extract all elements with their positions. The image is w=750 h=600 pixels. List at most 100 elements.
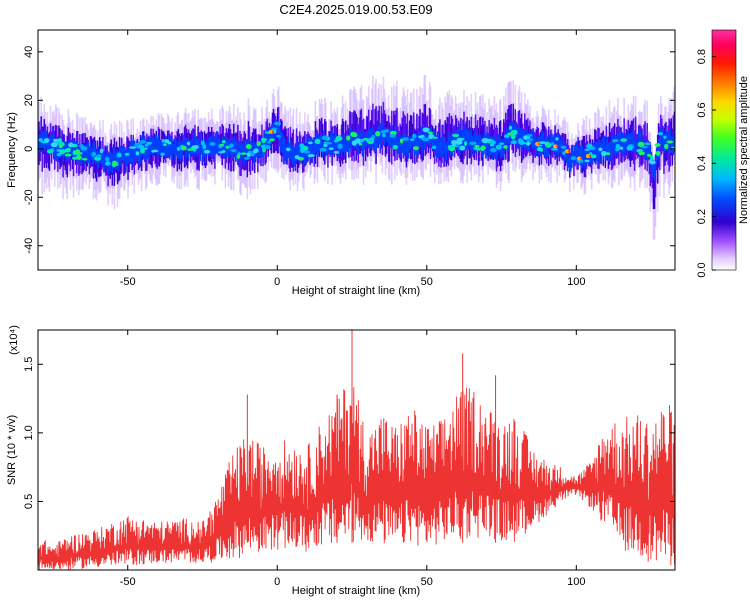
spectral-hotspot-center: [271, 130, 275, 133]
spectral-blob: [116, 152, 122, 158]
spectral-blob: [269, 138, 275, 142]
spectrogram-xlabel: Height of straight line (km): [292, 285, 420, 297]
snr-xlabel: Height of straight line (km): [292, 585, 420, 597]
spectral-blob: [229, 143, 234, 149]
spectrogram-ytick-label: -40: [23, 238, 35, 254]
spectral-blob: [323, 143, 328, 148]
spectral-blob: [637, 141, 645, 148]
spectral-blob: [359, 138, 365, 143]
spectral-blob: [389, 130, 397, 136]
spectral-blob: [53, 138, 59, 143]
spectral-blob: [253, 149, 258, 154]
spectral-hotspot-center: [567, 150, 571, 153]
spectrogram-frame: [37, 29, 676, 271]
spectral-blob: [664, 143, 669, 150]
spectral-blob: [538, 141, 547, 145]
spectral-blob: [647, 153, 651, 157]
snr-series-line: [38, 387, 675, 570]
spectral-blob: [135, 151, 140, 156]
spectral-blob: [550, 141, 555, 146]
spectral-blob: [335, 135, 343, 141]
spectral-blob: [560, 145, 567, 149]
spectral-blob: [271, 127, 278, 131]
spectral-blob: [46, 149, 54, 154]
spectral-blob: [91, 151, 97, 158]
spectral-blob: [68, 142, 74, 148]
snr-ytick-label: 1.0: [23, 425, 35, 440]
spectral-blob: [368, 137, 373, 143]
spectral-blob: [612, 139, 619, 142]
spectral-blob: [588, 147, 596, 151]
spectral-blob: [138, 144, 145, 149]
spectral-blob: [469, 141, 477, 146]
snr-ylabel: SNR (10 * v/v): [6, 415, 18, 485]
spectral-blob: [140, 148, 145, 154]
spectrogram-panel: -50 0 50 100 -40 -20 0 20 40 Height of straight…: [6, 29, 676, 297]
spectral-blob: [135, 142, 143, 146]
spectral-blob: [164, 139, 170, 144]
spectral-blob: [264, 144, 271, 150]
spectral-blob: [99, 148, 104, 154]
figure-title: C2E4.2025.019.00.53.E09: [279, 2, 432, 17]
spectral-blob: [480, 145, 486, 151]
spectral-blob: [151, 149, 156, 153]
spectral-blob: [537, 146, 542, 152]
spectral-blob: [495, 144, 502, 150]
spectral-blob: [619, 146, 624, 150]
spectral-blob: [328, 147, 334, 151]
colorbar-label: Normalized spectral amplitude: [738, 76, 750, 224]
spectral-blob: [50, 142, 58, 148]
spectral-blob: [203, 149, 211, 154]
spectral-blob: [601, 150, 607, 157]
spectral-blob: [161, 138, 165, 143]
spectral-blob: [638, 151, 646, 156]
spectral-blob: [411, 133, 417, 139]
spectral-blob: [244, 156, 250, 160]
spectral-blob: [617, 144, 621, 151]
spectral-blob: [432, 145, 437, 150]
spectral-blob: [314, 138, 321, 145]
spectral-blob: [245, 144, 252, 150]
spectral-hotspot: [585, 154, 591, 159]
spectral-blob: [544, 141, 550, 148]
spectral-blob: [382, 133, 386, 138]
colorbar-tick-label: 0.4: [696, 156, 708, 171]
spectral-blob: [273, 121, 282, 126]
spectral-blob: [499, 142, 505, 146]
spectral-blob: [519, 140, 524, 145]
spectral-blob: [620, 138, 628, 143]
spectral-blob: [143, 147, 148, 150]
spectral-hotspot: [576, 156, 582, 161]
spectral-blob: [525, 137, 533, 142]
spectral-blob: [649, 160, 656, 165]
spectral-blob: [584, 159, 590, 163]
spectral-blob: [655, 150, 661, 156]
spectral-blob: [392, 144, 398, 150]
snr-xtick-label: 100: [567, 576, 585, 588]
spectral-blob: [550, 148, 559, 151]
spectral-hotspot: [564, 149, 570, 154]
spectral-blob: [321, 135, 329, 141]
spectral-blob: [412, 146, 419, 151]
spectral-blob: [146, 141, 153, 145]
spectral-blob: [285, 147, 291, 152]
spectral-blob: [640, 145, 648, 149]
spectral-blob: [129, 146, 137, 149]
spectral-blob: [371, 134, 376, 139]
spectral-blob: [104, 156, 110, 162]
snr-ytick-label: 0.5: [23, 494, 35, 509]
spectral-blob: [422, 137, 430, 142]
spectral-blob: [256, 140, 261, 147]
spectral-blob: [225, 145, 230, 149]
spectral-blob: [562, 151, 566, 156]
spectral-blob: [510, 129, 518, 136]
spectral-blob: [503, 134, 510, 139]
spectral-hotspot: [268, 129, 274, 134]
colorbar: 0.0 0.2 0.4 0.6 0.8 Normalized spectral ampl…: [696, 29, 750, 278]
spectral-blob: [526, 134, 533, 137]
spectral-blob: [456, 137, 463, 143]
spectral-blob: [375, 130, 381, 137]
spectral-blob: [526, 141, 530, 146]
spectral-blob: [626, 145, 633, 151]
spectral-blob: [276, 134, 281, 138]
